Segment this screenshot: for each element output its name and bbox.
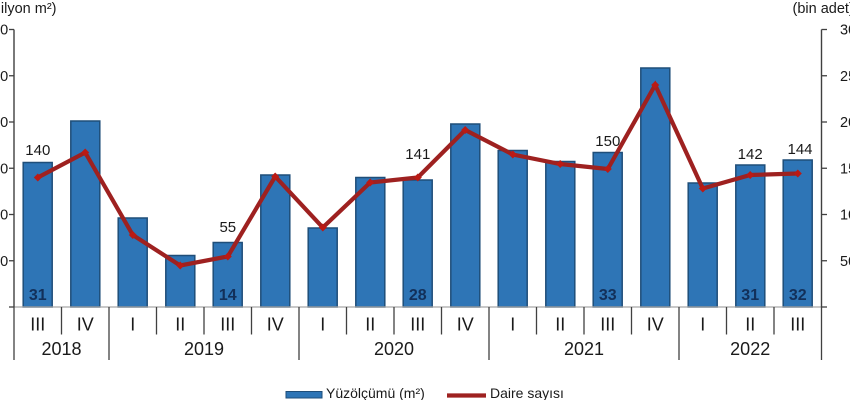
svg-text:(milyon m²): (milyon m²) <box>0 1 57 17</box>
svg-text:150: 150 <box>840 161 850 177</box>
svg-text:33: 33 <box>599 287 617 304</box>
svg-text:II: II <box>555 315 565 335</box>
svg-text:(bin adet): (bin adet) <box>793 1 850 17</box>
svg-text:31: 31 <box>741 287 759 304</box>
svg-text:140: 140 <box>25 142 50 159</box>
svg-text:2020: 2020 <box>374 339 414 359</box>
svg-text:Yüzölçümü (m²): Yüzölçümü (m²) <box>326 385 425 400</box>
svg-text:100: 100 <box>840 208 850 224</box>
svg-text:142: 142 <box>738 146 763 163</box>
svg-text:150: 150 <box>595 133 620 150</box>
svg-text:III: III <box>30 315 45 335</box>
svg-text:I: I <box>320 315 325 335</box>
svg-text:32: 32 <box>789 287 807 304</box>
svg-text:IV: IV <box>267 315 284 335</box>
svg-text:60: 60 <box>0 23 8 39</box>
svg-text:IV: IV <box>77 315 94 335</box>
svg-text:300: 300 <box>840 23 850 39</box>
svg-text:II: II <box>365 315 375 335</box>
svg-text:IV: IV <box>457 315 474 335</box>
svg-text:2019: 2019 <box>184 339 224 359</box>
svg-text:200: 200 <box>840 115 850 131</box>
svg-text:III: III <box>220 315 235 335</box>
svg-text:28: 28 <box>409 287 427 304</box>
svg-text:10: 10 <box>0 254 8 270</box>
svg-text:55: 55 <box>219 219 236 236</box>
svg-text:50: 50 <box>0 69 8 85</box>
svg-text:30: 30 <box>0 161 8 177</box>
svg-text:141: 141 <box>405 146 430 163</box>
svg-text:II: II <box>745 315 755 335</box>
svg-text:2021: 2021 <box>564 339 604 359</box>
svg-text:250: 250 <box>840 69 850 85</box>
svg-text:III: III <box>600 315 615 335</box>
svg-text:144: 144 <box>787 141 812 158</box>
svg-text:IV: IV <box>647 315 664 335</box>
svg-text:14: 14 <box>219 287 237 304</box>
svg-text:I: I <box>700 315 705 335</box>
svg-text:II: II <box>175 315 185 335</box>
svg-text:31: 31 <box>29 287 47 304</box>
svg-text:Daire sayısı: Daire sayısı <box>490 385 564 400</box>
svg-text:20: 20 <box>0 208 8 224</box>
svg-text:I: I <box>510 315 515 335</box>
svg-text:2022: 2022 <box>730 339 770 359</box>
svg-text:III: III <box>410 315 425 335</box>
svg-text:2018: 2018 <box>41 339 81 359</box>
svg-text:III: III <box>790 315 805 335</box>
svg-text:50: 50 <box>840 254 850 270</box>
svg-text:40: 40 <box>0 115 8 131</box>
svg-text:I: I <box>130 315 135 335</box>
